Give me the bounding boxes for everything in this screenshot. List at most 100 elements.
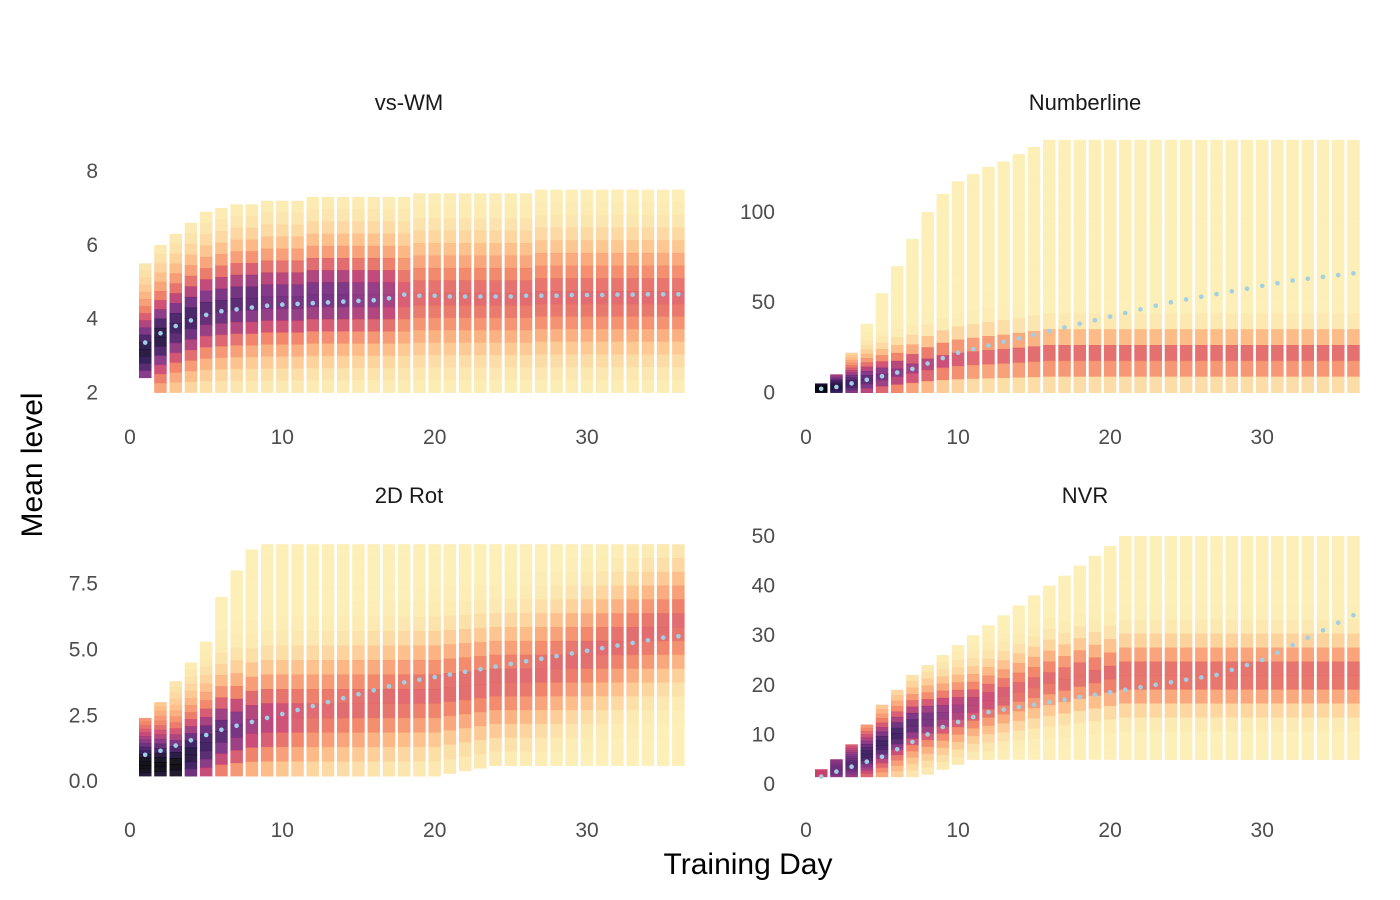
density-segment bbox=[936, 342, 950, 356]
density-segment bbox=[489, 558, 502, 573]
density-segment bbox=[535, 654, 548, 670]
density-segment bbox=[1301, 360, 1314, 378]
density-segment bbox=[367, 343, 380, 357]
density-segment bbox=[1149, 731, 1162, 746]
density-segment bbox=[306, 380, 319, 393]
density-segment bbox=[535, 214, 548, 229]
trend-point bbox=[1001, 339, 1006, 345]
density-segment bbox=[891, 727, 904, 734]
density-segment bbox=[291, 224, 304, 238]
density-segment bbox=[443, 630, 457, 645]
density-segment bbox=[1332, 345, 1345, 362]
density-segment bbox=[997, 190, 1010, 206]
density-segment bbox=[1179, 155, 1193, 172]
density-segment bbox=[458, 756, 472, 772]
density-segment bbox=[535, 316, 548, 330]
density-segment bbox=[337, 573, 350, 589]
density-segment bbox=[626, 710, 639, 725]
density-segment bbox=[1301, 139, 1314, 157]
density-segment bbox=[443, 744, 457, 760]
density-segment bbox=[535, 737, 548, 753]
density-segment bbox=[1164, 203, 1178, 220]
density-segment bbox=[260, 746, 274, 762]
density-segment bbox=[260, 558, 274, 574]
density-segment bbox=[611, 613, 624, 628]
density-segment bbox=[519, 585, 533, 600]
density-segment bbox=[139, 363, 152, 371]
density-segment bbox=[1347, 647, 1360, 663]
density-segment bbox=[260, 224, 274, 238]
density-segment bbox=[230, 204, 243, 217]
density-segment bbox=[830, 759, 843, 761]
density-segment bbox=[519, 218, 533, 232]
density-segment bbox=[1043, 297, 1056, 315]
density-segment bbox=[860, 737, 874, 742]
density-segment bbox=[245, 204, 259, 217]
density-segment bbox=[1119, 203, 1132, 220]
density-segment bbox=[626, 214, 639, 229]
density-segment bbox=[596, 354, 609, 368]
density-segment bbox=[1164, 250, 1178, 267]
trend-point bbox=[508, 661, 514, 667]
density-segment bbox=[936, 683, 950, 692]
density-segment bbox=[860, 766, 874, 771]
density-segment bbox=[1119, 281, 1132, 299]
density-segment bbox=[428, 255, 441, 269]
density-segment bbox=[830, 376, 843, 379]
density-segment bbox=[1134, 218, 1147, 236]
density-segment bbox=[982, 378, 995, 393]
density-segment bbox=[1119, 155, 1132, 172]
trend-point bbox=[986, 709, 991, 715]
density-segment bbox=[596, 710, 609, 725]
density-segment bbox=[1164, 360, 1178, 378]
density-segment bbox=[845, 375, 858, 379]
density-segment bbox=[428, 317, 441, 331]
density-segment bbox=[504, 267, 518, 281]
density-segment bbox=[199, 675, 213, 685]
density-segment bbox=[139, 721, 152, 726]
density-segment bbox=[626, 278, 639, 292]
density-segment bbox=[596, 291, 609, 305]
density-segment bbox=[489, 640, 502, 656]
density-segment bbox=[830, 377, 843, 380]
density-segment bbox=[1332, 329, 1345, 346]
density-segment bbox=[276, 332, 289, 345]
density-segment bbox=[951, 734, 965, 743]
density-segment bbox=[489, 267, 502, 281]
density-segment bbox=[1073, 250, 1086, 267]
density-segment bbox=[596, 341, 609, 355]
density-segment bbox=[397, 616, 411, 632]
density-segment bbox=[611, 379, 624, 393]
density-segment bbox=[951, 313, 965, 327]
density-segment bbox=[1271, 689, 1284, 705]
density-segment bbox=[337, 380, 350, 393]
density-segment bbox=[397, 717, 411, 733]
density-segment bbox=[1210, 675, 1223, 691]
density-segment bbox=[428, 292, 441, 306]
density-segment bbox=[352, 209, 365, 222]
density-segment bbox=[1164, 234, 1178, 251]
density-segment bbox=[519, 640, 533, 656]
density-segment bbox=[641, 640, 655, 656]
density-segment bbox=[936, 712, 950, 720]
density-segment bbox=[1255, 647, 1269, 663]
density-segment bbox=[1286, 281, 1299, 299]
density-segment bbox=[891, 733, 904, 740]
density-segment bbox=[967, 635, 980, 644]
density-segment bbox=[1255, 675, 1269, 691]
density-segment bbox=[352, 282, 365, 296]
trend-point bbox=[234, 723, 239, 729]
density-segment bbox=[1027, 254, 1041, 271]
density-segment bbox=[352, 197, 365, 210]
density-segment bbox=[215, 663, 228, 676]
density-segment bbox=[1027, 331, 1041, 347]
trend-point bbox=[173, 743, 178, 748]
density-segment bbox=[1225, 703, 1238, 718]
density-segment bbox=[1316, 731, 1330, 746]
density-segment bbox=[1134, 661, 1147, 677]
density-segment bbox=[428, 305, 441, 319]
density-segment bbox=[1195, 313, 1208, 330]
density-segment bbox=[672, 329, 685, 343]
density-segment bbox=[215, 334, 228, 347]
density-segment bbox=[397, 703, 411, 719]
